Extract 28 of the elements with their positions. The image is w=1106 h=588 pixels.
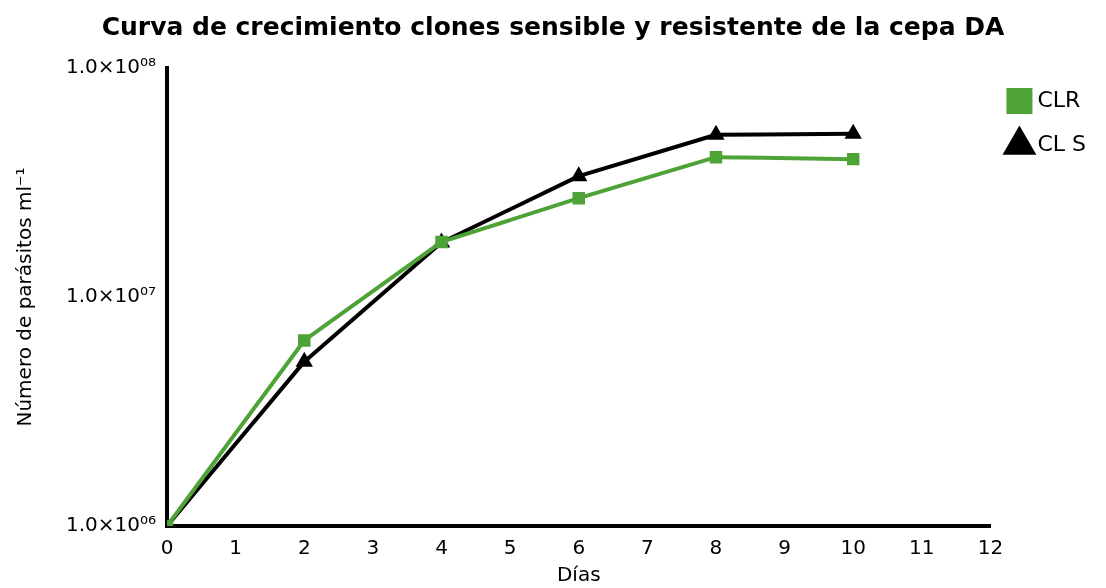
- point: [298, 334, 311, 347]
- x-tick-label: 10: [840, 535, 866, 560]
- x-tick-label: 6: [572, 535, 586, 560]
- x-axis-title: Días: [556, 562, 601, 587]
- point: [708, 126, 724, 140]
- x-tick-label: 2: [297, 535, 311, 560]
- x-tick-label: 1: [229, 535, 243, 560]
- x-tick-label: 5: [503, 535, 517, 560]
- x-tick-label: 3: [366, 535, 380, 560]
- x-tick-label: 4: [435, 535, 448, 560]
- x-tick-label: 12: [977, 535, 1004, 560]
- point: [572, 191, 585, 205]
- x-tick-label: 7: [640, 535, 654, 560]
- x-tick-label: 9: [778, 535, 791, 560]
- legend-label: CLR: [1037, 86, 1081, 112]
- point: [846, 152, 860, 166]
- point: [295, 351, 313, 367]
- x-tick-label: 0: [160, 535, 174, 560]
- y-tick-label: 1.0×10⁰⁶: [65, 512, 157, 537]
- x-tick-label: 8: [709, 535, 723, 560]
- chart-title: Curva de crecimiento clones sensible y resistente de la cepa DA: [101, 11, 1005, 41]
- point: [571, 168, 586, 182]
- y-tick-label: 1.0×10⁰⁸: [65, 54, 157, 79]
- y-tick-label: 1.0×10⁰⁷: [65, 283, 157, 308]
- point: [709, 150, 723, 164]
- legend-label: CL S: [1037, 130, 1086, 156]
- x-tick-label: 11: [909, 535, 935, 560]
- y-axis-title: Número de parásitos ml⁻¹: [12, 167, 37, 427]
